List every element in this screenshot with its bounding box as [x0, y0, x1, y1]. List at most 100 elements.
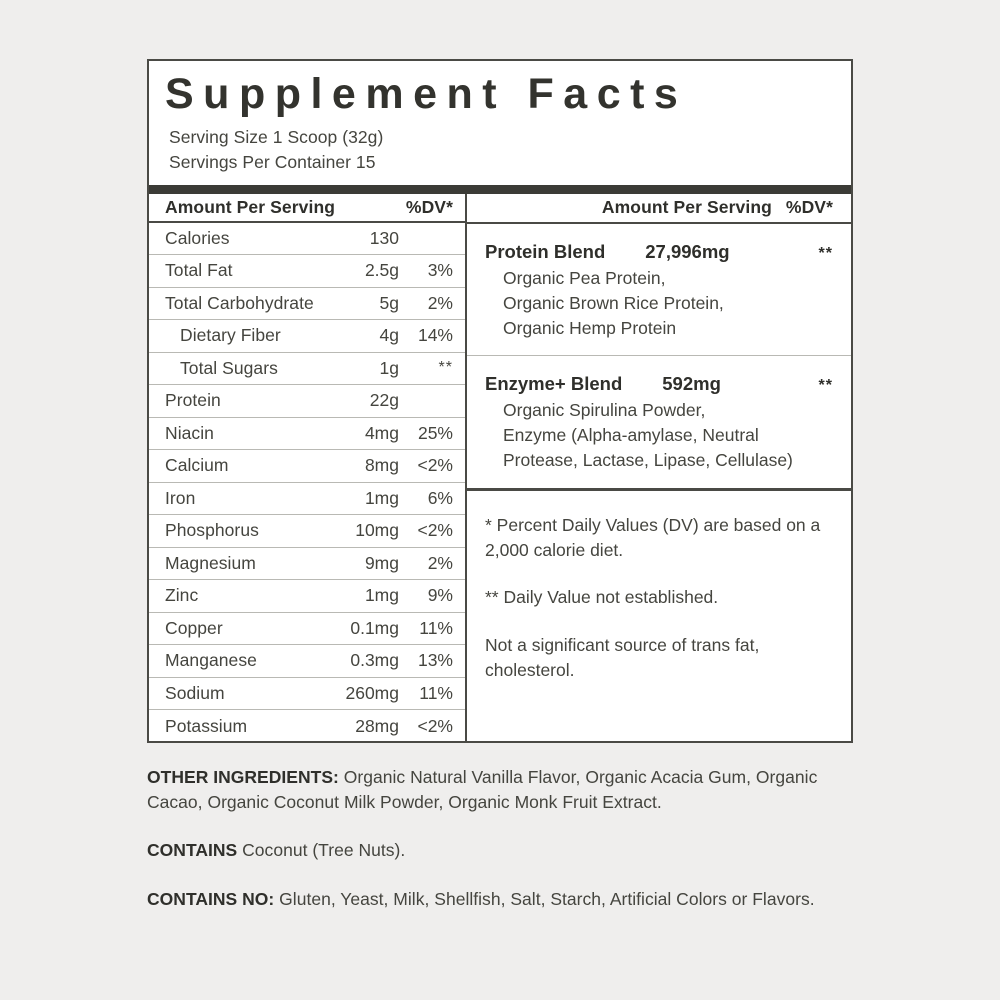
nutrient-daily-value: 9% — [427, 585, 453, 606]
nutrient-name: Sodium — [165, 682, 225, 703]
ingredient-label: CONTAINS — [147, 840, 238, 861]
nutrient-rows: Calories 130 Total Fat 2.5g 3% Total Carbohyd… — [149, 223, 465, 743]
nutrient-daily-value: 11% — [419, 617, 453, 638]
ingredient-text: Gluten, Yeast, Milk, Shellfish, Salt, St… — [274, 888, 815, 909]
nutrient-daily-value: 2% — [427, 292, 453, 313]
blend-section: Protein Blend 27,996mg ** Organic Pea Prote… — [467, 224, 851, 357]
nutrient-amount: 4g — [379, 325, 399, 346]
table-row: Calories 130 — [149, 223, 465, 256]
table-row: Manganese 0.3mg 13% — [149, 645, 465, 678]
nutrient-name: Dietary Fiber — [180, 325, 281, 346]
table-row: Phosphorus 10mg <2% — [149, 515, 465, 548]
blend-name: Enzyme+ Blend — [485, 373, 623, 395]
footnote: * Percent Daily Values (DV) are based on… — [485, 514, 821, 561]
nutrient-name: Iron — [165, 487, 196, 508]
nutrient-daily-value: 25% — [417, 422, 453, 443]
amount-per-serving-label: Amount Per Serving — [165, 196, 336, 217]
ingredient-label: OTHER INGREDIENTS: — [147, 767, 339, 787]
nutrient-name: Calories — [165, 227, 230, 248]
list-item: Enzyme (Alpha-amylase, Neutral — [503, 425, 759, 446]
nutrient-daily-value: 14% — [417, 325, 453, 346]
nutrient-name: Niacin — [165, 422, 214, 443]
list-item: Organic Hemp Protein — [503, 317, 677, 338]
blend-ingredient-list: Organic Spirulina Powder, Enzyme (Alpha-a… — [485, 398, 833, 474]
nutrient-amount: 28mg — [355, 715, 399, 736]
footnotes-section: * Percent Daily Values (DV) are based on… — [467, 487, 851, 743]
table-row: Calcium 8mg <2% — [149, 450, 465, 483]
nutrient-amount: 260mg — [345, 682, 399, 703]
nutrient-name: Calcium — [165, 455, 229, 476]
nutrient-daily-value: 6% — [427, 487, 453, 508]
nutrient-amount: 1mg — [364, 585, 399, 606]
nutrient-name: Total Carbohydrate — [165, 292, 314, 313]
table-row: Potassium 28mg <2% — [149, 710, 465, 743]
nutrient-daily-value: <2% — [417, 520, 453, 541]
table-row: Protein 22g — [149, 385, 465, 418]
list-item: Organic Brown Rice Protein, — [503, 292, 724, 313]
title-block: Supplement Facts Serving Size 1 Scoop (3… — [149, 61, 851, 175]
ingredient-paragraph: OTHER INGREDIENTS: Organic Natural Vanil… — [147, 765, 853, 815]
serving-size: Serving Size 1 Scoop (32g) — [169, 126, 384, 147]
nutrient-name: Protein — [165, 390, 221, 411]
amount-per-serving-label-right: Amount Per Serving — [601, 197, 772, 218]
nutrient-amount: 1mg — [364, 487, 399, 508]
nutrient-amount: 0.1mg — [350, 617, 399, 638]
header-thick-rule — [149, 184, 851, 194]
table-row: Copper 0.1mg 11% — [149, 613, 465, 646]
blend-daily-value: ** — [818, 377, 833, 395]
blend-daily-value: ** — [818, 244, 833, 262]
nutrient-name: Zinc — [165, 585, 199, 606]
serving-info: Serving Size 1 Scoop (32g) Servings Per … — [165, 119, 835, 175]
nutrient-name: Copper — [165, 617, 223, 638]
table-row: Niacin 4mg 25% — [149, 418, 465, 451]
dv-label: %DV* — [405, 196, 453, 217]
nutrient-name: Total Sugars — [180, 357, 278, 378]
blend-sections: Protein Blend 27,996mg ** Organic Pea Prote… — [467, 224, 851, 488]
blend-header: Protein Blend 27,996mg ** — [485, 241, 833, 263]
blends-column: Amount Per Serving %DV* Protein Blend 27,… — [467, 194, 851, 743]
blend-amount: 27,996mg — [645, 240, 730, 262]
footnote: Not a significant source of trans fat, c… — [485, 634, 760, 681]
blend-name: Protein Blend — [485, 240, 606, 262]
table-row: Total Carbohydrate 5g 2% — [149, 288, 465, 321]
table-row: Total Sugars 1g ** — [149, 353, 465, 386]
table-row: Sodium 260mg 11% — [149, 678, 465, 711]
nutrient-amount: 22g — [369, 390, 399, 411]
blend-ingredient-list: Organic Pea Protein, Organic Brown Rice P… — [485, 266, 833, 342]
servings-per-container: Servings Per Container 15 — [169, 151, 376, 172]
nutrient-daily-value: 3% — [427, 260, 453, 281]
facts-columns: Amount Per Serving %DV* Calories 130 Total… — [149, 193, 851, 743]
blends-column-header: Amount Per Serving %DV* — [467, 194, 851, 224]
nutrient-daily-value: <2% — [417, 715, 453, 736]
nutrient-name: Manganese — [165, 650, 257, 671]
ingredient-text: Coconut (Tree Nuts). — [237, 840, 406, 861]
table-row: Total Fat 2.5g 3% — [149, 255, 465, 288]
footnote: ** Daily Value not established. — [485, 587, 719, 608]
list-item: Protease, Lactase, Lipase, Cellulase) — [503, 450, 793, 471]
ingredients-section: OTHER INGREDIENTS: Organic Natural Vanil… — [147, 765, 853, 912]
nutrient-amount: 1g — [379, 357, 399, 378]
dv-label-right: %DV* — [785, 197, 833, 218]
nutrient-amount: 10mg — [355, 520, 399, 541]
blend-section: Enzyme+ Blend 592mg ** Organic Spirulina Po… — [467, 356, 851, 488]
nutrient-daily-value: 11% — [419, 682, 453, 703]
nutrient-name: Potassium — [165, 715, 248, 736]
supplement-facts-panel: Supplement Facts Serving Size 1 Scoop (3… — [147, 59, 853, 743]
nutrient-daily-value: 13% — [417, 650, 453, 671]
ingredient-paragraph: CONTAINS NO: Gluten, Yeast, Milk, Shellf… — [147, 887, 853, 912]
nutrient-amount: 2.5g — [364, 260, 399, 281]
ingredient-text: Organic Natural Vanilla Flavor, Organic … — [147, 767, 818, 813]
nutrient-name: Magnesium — [165, 552, 256, 573]
ingredient-paragraph: CONTAINS Coconut (Tree Nuts). — [147, 838, 853, 863]
blend-header: Enzyme+ Blend 592mg ** — [485, 373, 833, 395]
nutrient-daily-value: 2% — [427, 552, 453, 573]
list-item: Organic Spirulina Powder, — [503, 400, 706, 421]
nutrients-column-header: Amount Per Serving %DV* — [149, 194, 465, 223]
nutrients-column: Amount Per Serving %DV* Calories 130 Total… — [149, 193, 467, 743]
nutrient-name: Phosphorus — [165, 520, 259, 541]
nutrient-amount: 8mg — [364, 455, 399, 476]
ingredient-label: CONTAINS NO: — [147, 888, 275, 909]
list-item: Organic Pea Protein, — [503, 267, 666, 288]
blend-amount: 592mg — [662, 373, 721, 395]
